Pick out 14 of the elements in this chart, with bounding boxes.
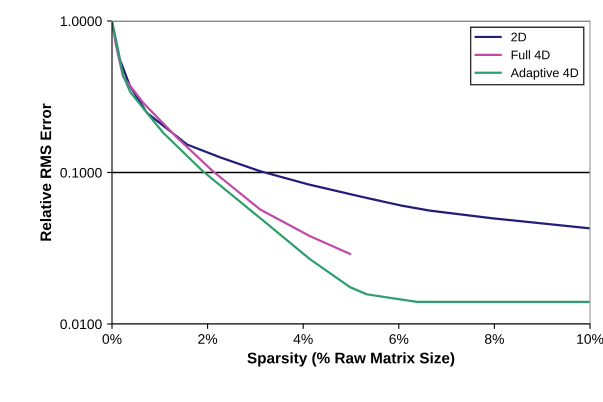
x-tick-label: 6% <box>389 334 408 344</box>
x-tick-label: 2% <box>198 334 218 344</box>
y-tick-label: 1.0000 <box>60 16 102 26</box>
x-tick-label: 8% <box>484 334 504 344</box>
legend-label: Adaptive 4D <box>510 68 578 80</box>
x-tick-label: 10% <box>577 334 603 344</box>
x-tick-label: 0% <box>102 334 122 344</box>
y-tick-label: 0.0100 <box>60 319 102 330</box>
y-tick-label: 0.1000 <box>60 168 102 178</box>
legend-label: 2D <box>511 32 526 42</box>
y-axis-title: Relative RMS Error <box>40 104 52 241</box>
legend-label: Full 4D <box>512 50 550 60</box>
x-tick-label: 4% <box>293 334 313 344</box>
x-axis-title: Sparsity (% Raw Matrix Size) <box>247 352 454 366</box>
